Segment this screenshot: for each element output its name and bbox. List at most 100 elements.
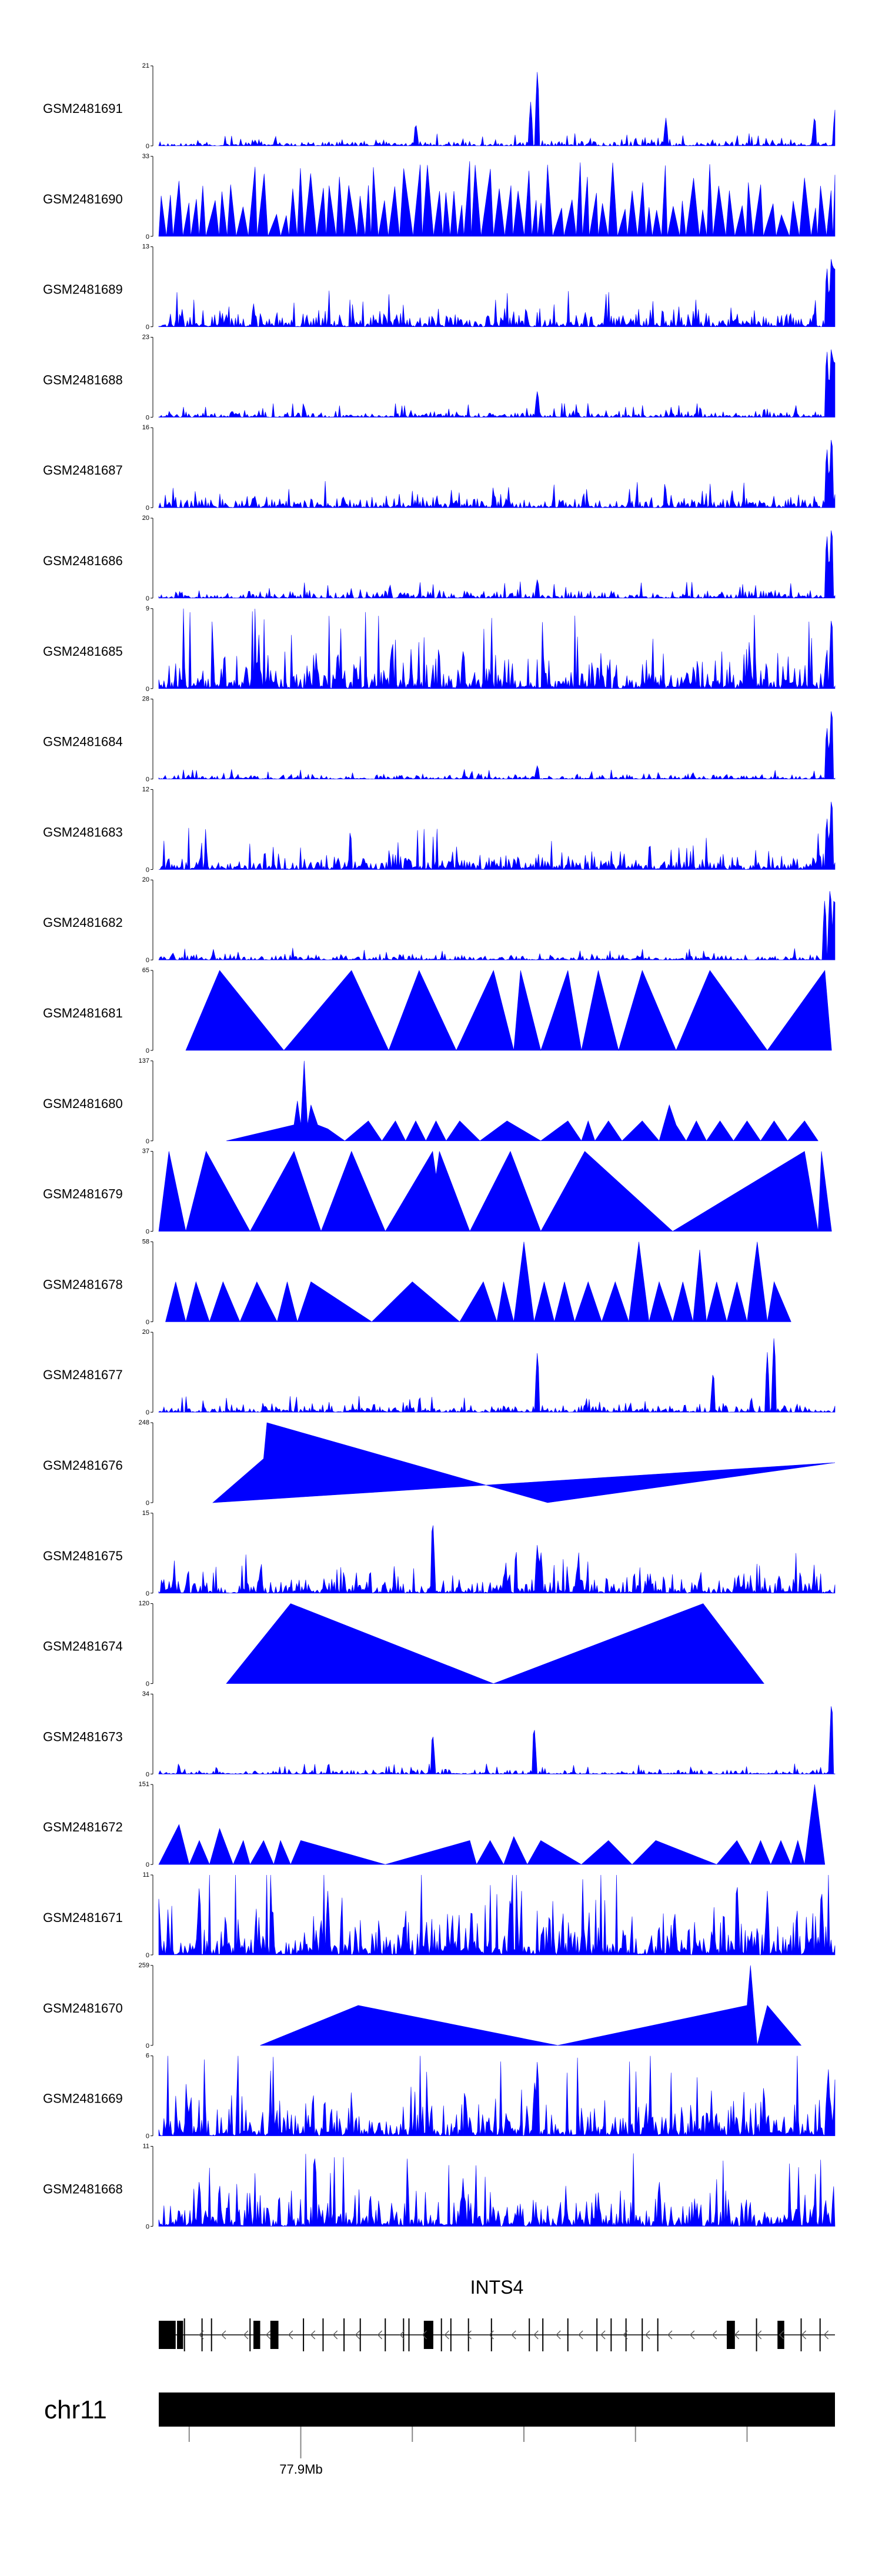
track-GSM2481678: GSM2481678 58 0 bbox=[43, 1238, 791, 1326]
y-min-label: 0 bbox=[146, 1047, 149, 1055]
strand-arrow bbox=[221, 2330, 226, 2340]
track-label: GSM2481673 bbox=[43, 1729, 123, 1744]
coverage-area bbox=[158, 2056, 836, 2137]
track-GSM2481684: GSM2481684 28 0 bbox=[43, 696, 836, 783]
exon bbox=[270, 2321, 279, 2349]
y-min-label: 0 bbox=[146, 1681, 149, 1688]
y-max-label: 11 bbox=[143, 1871, 149, 1878]
track-GSM2481686: GSM2481686 20 0 bbox=[43, 515, 836, 602]
strand-arrow bbox=[667, 2330, 673, 2340]
y-max-label: 6 bbox=[146, 2053, 149, 2060]
y-max-label: 259 bbox=[139, 1962, 149, 1969]
strand-arrow bbox=[823, 2330, 829, 2340]
y-min-label: 0 bbox=[146, 866, 149, 873]
track-GSM2481687: GSM2481687 16 0 bbox=[43, 424, 836, 512]
track-label: GSM2481678 bbox=[43, 1277, 123, 1292]
coverage-area bbox=[158, 259, 836, 328]
track-label: GSM2481674 bbox=[43, 1639, 123, 1654]
y-max-label: 23 bbox=[142, 333, 149, 341]
track-label: GSM2481671 bbox=[43, 1910, 123, 1925]
y-min-label: 0 bbox=[146, 143, 149, 150]
coverage-area bbox=[158, 440, 836, 509]
y-max-label: 13 bbox=[142, 243, 149, 251]
y-max-label: 12 bbox=[142, 786, 149, 793]
track-label: GSM2481668 bbox=[43, 2181, 123, 2196]
strand-arrow bbox=[645, 2330, 650, 2340]
strand-arrow bbox=[779, 2330, 784, 2340]
y-min-label: 0 bbox=[146, 324, 149, 331]
y-max-label: 20 bbox=[142, 515, 149, 522]
track-label: GSM2481676 bbox=[43, 1458, 123, 1473]
strand-arrow bbox=[489, 2330, 494, 2340]
exon bbox=[177, 2321, 183, 2349]
chromosome-label: chr11 bbox=[44, 2395, 107, 2424]
track-GSM2481671: GSM2481671 11 0 bbox=[43, 1871, 836, 1959]
strand-arrow bbox=[466, 2330, 472, 2340]
gene-structure bbox=[159, 2318, 829, 2351]
chromosome-ticks bbox=[188, 2427, 748, 2458]
y-max-label: 11 bbox=[143, 2143, 149, 2150]
y-max-label: 20 bbox=[142, 876, 149, 883]
strand-arrow bbox=[689, 2330, 695, 2340]
track-GSM2481691: GSM2481691 21 0 bbox=[43, 62, 836, 150]
strand-arrow bbox=[734, 2330, 740, 2340]
y-min-label: 0 bbox=[146, 1229, 149, 1236]
y-min-label: 0 bbox=[146, 2223, 149, 2230]
y-max-label: 248 bbox=[139, 1419, 149, 1426]
coverage-area bbox=[165, 1242, 791, 1323]
exon bbox=[777, 2321, 784, 2349]
track-GSM2481685: GSM2481685 9 0 bbox=[43, 605, 836, 693]
track-GSM2481668: GSM2481668 11 0 bbox=[43, 2143, 836, 2230]
track-label: GSM2481672 bbox=[43, 1820, 123, 1834]
y-min-label: 0 bbox=[146, 1138, 149, 1145]
track-GSM2481680: GSM2481680 137 0 bbox=[43, 1057, 818, 1145]
chromosome-track: chr11 77.9Mb bbox=[44, 2393, 835, 2477]
y-min-label: 0 bbox=[146, 1952, 149, 1959]
y-max-label: 9 bbox=[146, 605, 149, 612]
track-label: GSM2481669 bbox=[43, 2091, 123, 2106]
y-min-label: 0 bbox=[146, 1771, 149, 1778]
track-label: GSM2481677 bbox=[43, 1367, 123, 1382]
track-label: GSM2481685 bbox=[43, 644, 123, 659]
y-max-label: 28 bbox=[142, 696, 149, 703]
track-GSM2481670: GSM2481670 259 0 bbox=[43, 1962, 802, 2050]
y-min-label: 0 bbox=[146, 776, 149, 783]
y-min-label: 0 bbox=[146, 686, 149, 693]
y-max-label: 33 bbox=[142, 153, 149, 160]
track-label: GSM2481681 bbox=[43, 1006, 123, 1020]
strand-arrow bbox=[399, 2330, 405, 2340]
exon bbox=[253, 2321, 260, 2349]
y-min-label: 0 bbox=[146, 505, 149, 512]
coverage-area bbox=[226, 1060, 818, 1142]
track-label: GSM2481680 bbox=[43, 1096, 123, 1111]
y-min-label: 0 bbox=[146, 957, 149, 964]
y-max-label: 37 bbox=[142, 1148, 149, 1155]
y-max-label: 137 bbox=[139, 1057, 149, 1065]
track-GSM2481688: GSM2481688 23 0 bbox=[43, 333, 836, 421]
strand-arrow bbox=[332, 2330, 338, 2340]
y-min-label: 0 bbox=[146, 1319, 149, 1326]
track-GSM2481676: GSM2481676 248 0 bbox=[43, 1419, 836, 1507]
coverage-area bbox=[260, 1965, 802, 2046]
track-label: GSM2481687 bbox=[43, 463, 123, 478]
y-min-label: 0 bbox=[146, 233, 149, 241]
track-GSM2481674: GSM2481674 120 0 bbox=[43, 1600, 764, 1688]
strand-arrow bbox=[533, 2330, 539, 2340]
strand-arrow bbox=[422, 2330, 427, 2340]
y-min-label: 0 bbox=[146, 595, 149, 602]
track-GSM2481683: GSM2481683 12 0 bbox=[43, 786, 836, 873]
strand-arrow bbox=[578, 2330, 583, 2340]
coverage-area bbox=[158, 1150, 832, 1232]
track-label: GSM2481675 bbox=[43, 1549, 123, 1563]
exon bbox=[727, 2321, 735, 2349]
coverage-area bbox=[158, 1784, 826, 1866]
strand-arrow bbox=[355, 2330, 360, 2340]
exon bbox=[159, 2321, 176, 2349]
strand-arrow bbox=[511, 2330, 516, 2340]
strand-arrow bbox=[377, 2330, 383, 2340]
coverage-area bbox=[158, 161, 836, 237]
track-label: GSM2481691 bbox=[43, 101, 123, 116]
coverage-area bbox=[158, 349, 836, 418]
coverage-area bbox=[158, 530, 836, 599]
strand-arrow bbox=[711, 2330, 717, 2340]
